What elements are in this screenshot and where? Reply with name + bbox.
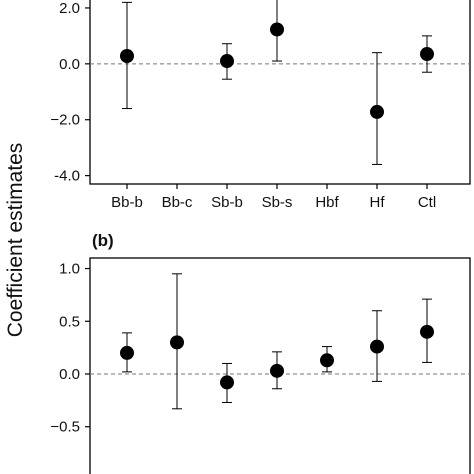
x-tick-label-a: Ctl bbox=[418, 194, 436, 211]
data-point-a bbox=[220, 54, 234, 69]
x-tick-label-a: Sb-s bbox=[262, 194, 293, 211]
x-tick-label-a: Hbf bbox=[315, 194, 339, 211]
x-tick-label-a: Hf bbox=[370, 194, 386, 211]
data-point-b bbox=[220, 375, 234, 390]
data-point-b bbox=[170, 335, 184, 350]
data-point-a bbox=[420, 47, 434, 62]
y-tick-label-a: 2.0 bbox=[59, 0, 80, 17]
data-point-b bbox=[320, 353, 334, 368]
plot-frame-a bbox=[89, 0, 471, 185]
y-axis-title: Coefficient estimates bbox=[4, 143, 27, 338]
data-point-b bbox=[270, 363, 284, 378]
data-point-a bbox=[120, 49, 134, 64]
data-point-b bbox=[120, 345, 134, 360]
y-tick-label-a: −2.0 bbox=[50, 112, 80, 129]
y-tick-label-b: −0.5 bbox=[50, 419, 80, 436]
y-tick-label-b: −1.0 bbox=[50, 471, 80, 474]
y-tick-label-a: -4.0 bbox=[54, 168, 80, 185]
x-tick-label-a: Bb-b bbox=[111, 194, 143, 211]
x-tick-label-a: Bb-c bbox=[162, 194, 193, 211]
x-tick-label-a: Sb-b bbox=[211, 194, 243, 211]
y-tick-label-a: 0.0 bbox=[59, 56, 80, 73]
data-point-a bbox=[270, 22, 284, 37]
data-point-a bbox=[370, 104, 384, 119]
y-tick-label-b: 1.0 bbox=[59, 261, 80, 278]
panel-label-b: (b) bbox=[92, 231, 114, 250]
data-point-b bbox=[420, 324, 434, 339]
y-tick-label-b: 0.5 bbox=[59, 313, 80, 330]
y-tick-label-b: 0.0 bbox=[59, 366, 80, 383]
data-point-b bbox=[370, 339, 384, 354]
